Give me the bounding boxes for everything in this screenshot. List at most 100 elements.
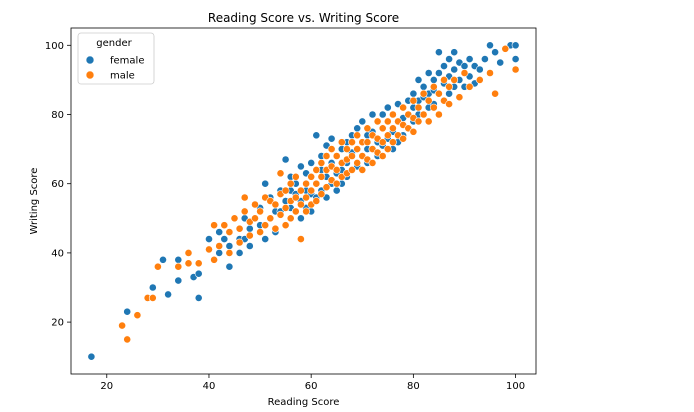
point-male-123 [440,76,448,84]
point-female-10 [205,235,213,243]
point-male-50 [302,193,310,202]
point-female-113 [419,82,428,91]
y-axis-label: Writing Score [29,168,40,235]
point-male-97 [383,117,392,126]
legend-title: gender [96,38,132,49]
point-female-138 [465,55,474,63]
point-male-100 [388,110,397,119]
point-male-98 [383,131,392,140]
point-female-145 [491,48,499,57]
point-male-61 [322,152,331,160]
point-male-44 [291,193,300,202]
chart-title: Reading Score vs. Writing Score [208,11,399,25]
point-male-0 [118,321,126,330]
point-male-95 [378,138,387,147]
point-male-8 [184,259,193,268]
point-male-33 [271,224,280,233]
point-female-122 [434,48,443,57]
plot-frame [70,27,537,375]
point-male-39 [281,221,290,230]
point-female-89 [378,110,387,119]
point-female-25 [261,235,270,243]
point-female-21 [245,224,254,233]
x-tick-label-100: 100 [506,381,525,392]
point-male-48 [296,200,305,209]
point-female-144 [486,41,494,50]
point-female-15 [225,242,234,250]
point-male-67 [332,152,341,160]
point-male-125 [445,82,453,91]
point-male-34 [276,169,285,178]
point-male-131 [475,76,484,84]
point-male-12 [210,221,218,230]
point-female-64 [332,186,341,195]
point-male-119 [429,82,438,91]
point-male-1 [123,335,132,344]
x-axis-ticks: 20 40 60 80 100 [100,374,525,392]
point-male-68 [332,165,341,174]
point-male-17 [230,214,239,223]
point-male-120 [429,103,438,112]
point-male-10 [205,245,213,254]
point-female-14 [225,262,234,271]
point-female-110 [414,76,423,84]
point-male-133 [491,89,499,98]
x-axis-label: Reading Score [268,397,340,408]
point-female-42 [296,214,305,223]
point-female-61 [327,134,336,143]
y-tick-label-80: 80 [51,110,64,121]
point-female-12 [215,248,224,257]
point-female-2 [148,283,157,292]
point-male-118 [424,117,433,126]
point-female-143 [480,55,489,63]
point-female-130 [445,89,453,98]
point-male-130 [465,82,474,91]
y-tick-label-100: 100 [45,41,64,52]
x-tick-label-80: 80 [407,381,420,392]
point-male-80 [353,145,362,153]
point-male-113 [414,103,423,112]
point-male-21 [240,207,249,216]
point-male-132 [486,69,494,77]
point-female-136 [460,62,469,70]
point-male-101 [388,124,397,133]
point-female-74 [353,124,362,133]
point-female-0 [87,352,96,361]
point-female-132 [450,65,459,74]
point-male-78 [348,165,356,174]
point-male-37 [281,186,290,195]
point-male-24 [251,200,259,209]
point-female-148 [511,41,520,50]
point-male-90 [368,158,377,167]
point-female-149 [511,55,520,63]
point-male-110 [409,96,418,105]
point-female-123 [434,69,443,77]
point-male-70 [337,138,346,147]
y-tick-label-40: 40 [51,248,64,259]
point-male-36 [276,210,285,219]
point-male-7 [184,248,193,257]
point-male-5 [153,262,162,271]
point-female-83 [368,110,377,119]
point-female-9 [194,269,203,278]
point-male-84 [358,165,367,174]
legend: gender female male [77,32,155,85]
point-male-115 [419,89,428,98]
point-male-42 [286,214,295,223]
point-male-59 [317,172,326,181]
point-male-96 [378,152,387,160]
point-male-43 [291,172,300,181]
point-male-134 [501,44,510,53]
point-male-121 [434,89,443,98]
point-male-11 [210,255,218,264]
point-male-128 [455,93,464,102]
point-male-116 [419,110,428,119]
point-female-146 [496,58,505,67]
point-male-60 [317,190,326,198]
point-male-114 [414,117,423,126]
point-male-91 [373,117,382,126]
point-female-6 [174,276,183,285]
point-male-129 [460,69,469,77]
point-male-86 [363,138,372,147]
